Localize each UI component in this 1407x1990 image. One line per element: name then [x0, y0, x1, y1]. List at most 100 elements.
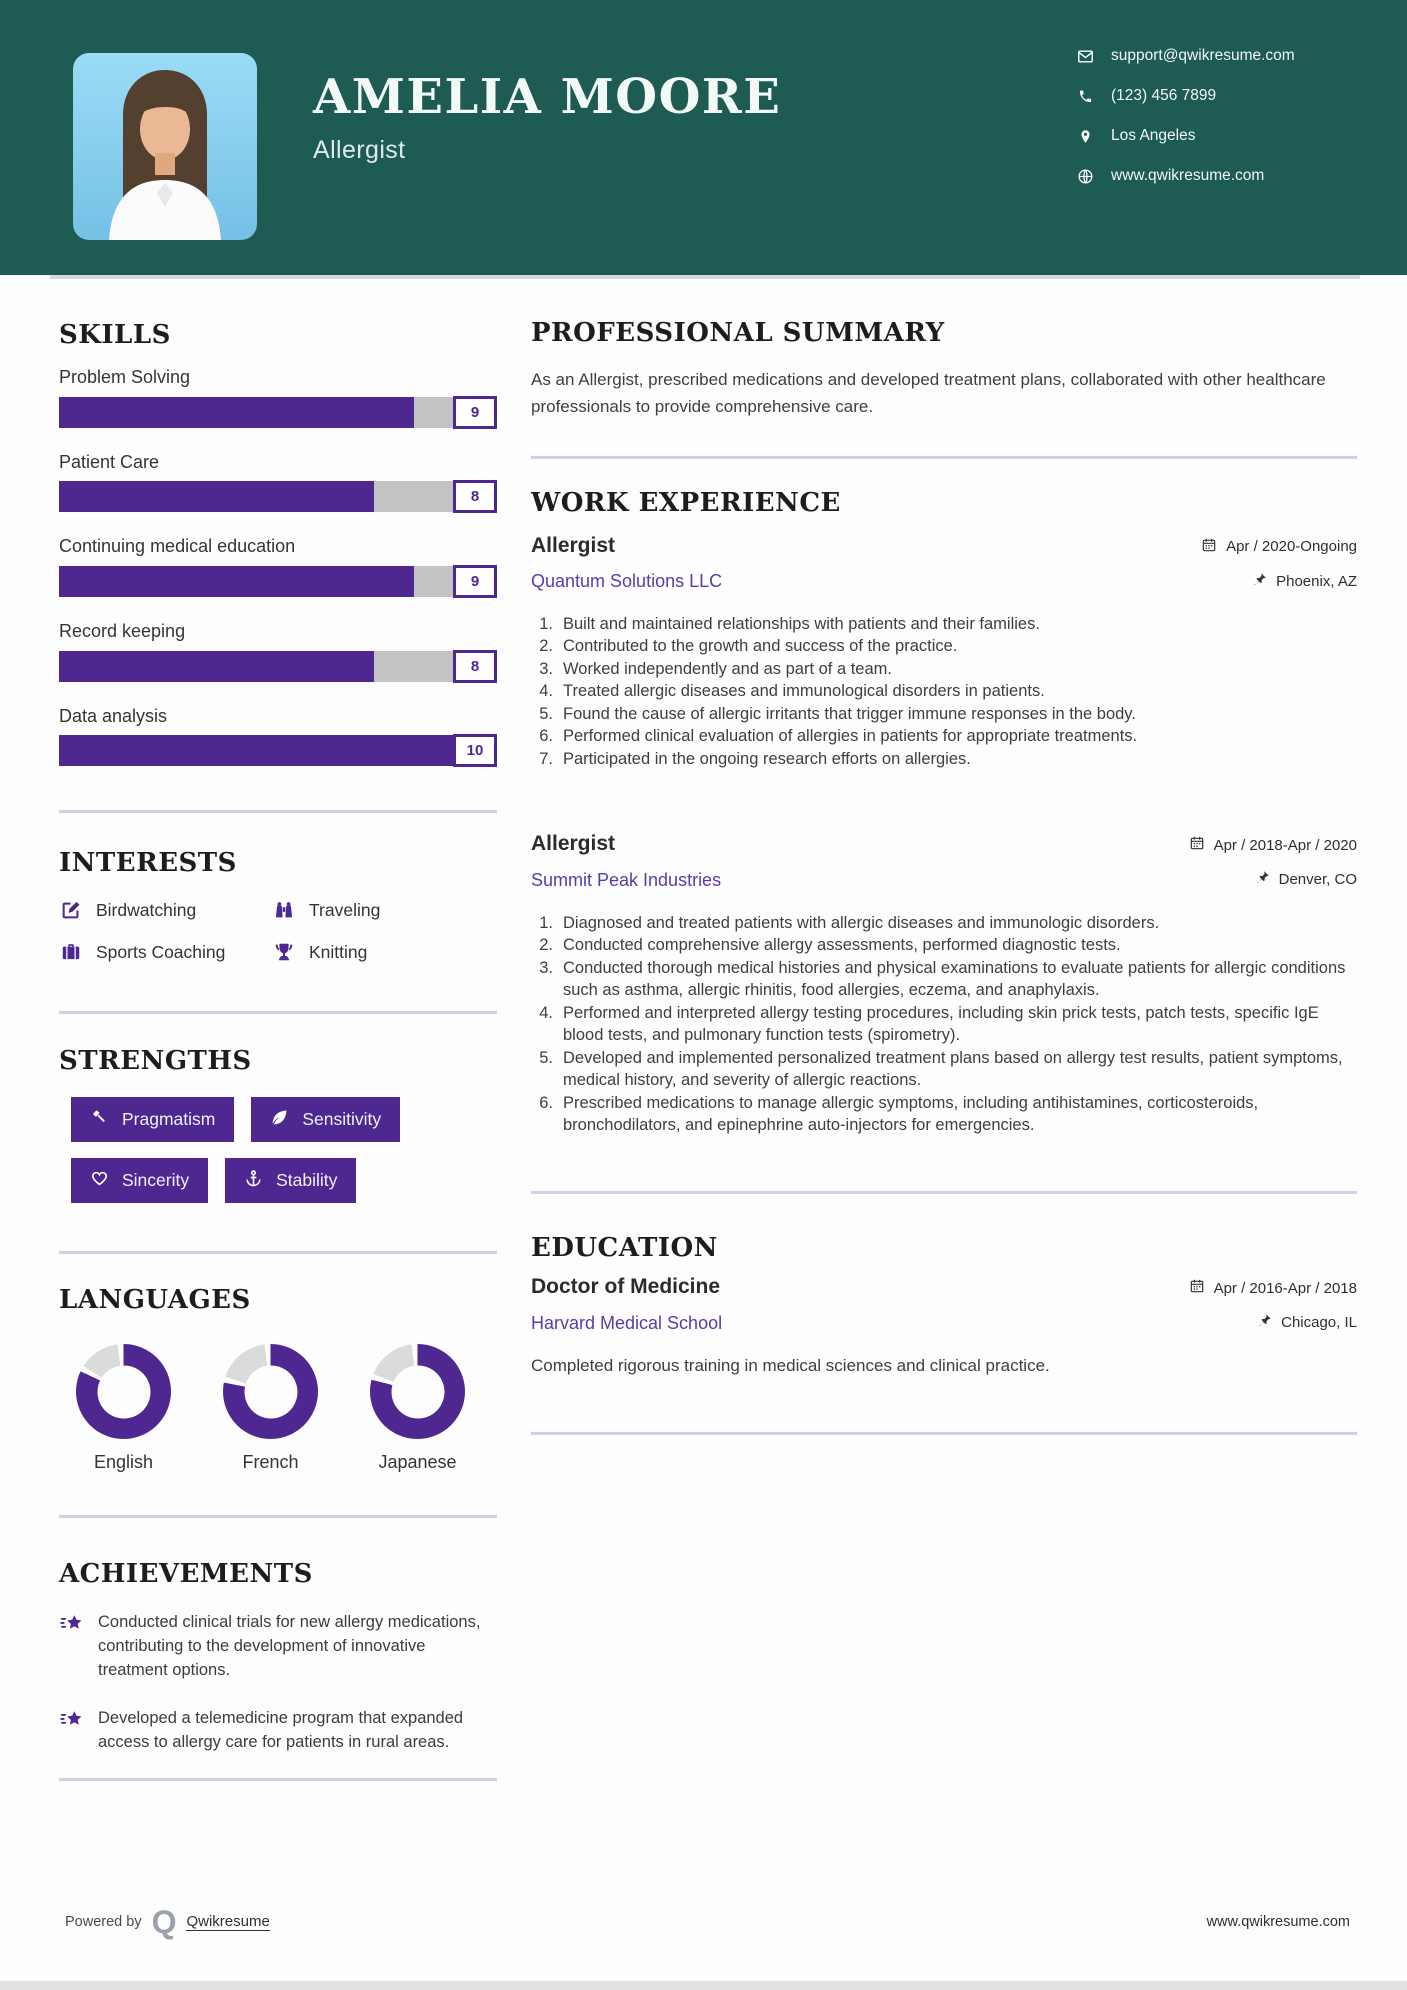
languages-row: English French Japanese — [76, 1344, 497, 1473]
contact-email-text: support@qwikresume.com — [1111, 47, 1295, 64]
job-entry: Allergist Summit Peak Industries Apr / 2… — [531, 832, 1357, 1136]
education-meta: Apr / 2016-Apr / 2018 Chicago, IL — [1189, 1275, 1357, 1332]
content: SKILLS Problem Solving 9 Patient Care 8 — [0, 275, 1407, 1781]
strength-badge: Pragmatism — [71, 1097, 235, 1143]
section-divider — [531, 1431, 1357, 1435]
strength-badge: Stability — [225, 1158, 357, 1204]
skill-label: Record keeping — [59, 620, 186, 641]
interest-label: Traveling — [309, 899, 381, 920]
strength-badge: Sensitivity — [251, 1097, 401, 1143]
phone-icon — [1076, 89, 1094, 104]
skill-score-badge: 9 — [453, 564, 497, 598]
contact-list: support@qwikresume.com (123) 456 7899 Lo… — [1076, 47, 1295, 185]
contact-phone[interactable]: (123) 456 7899 — [1076, 87, 1295, 105]
interests-section: INTERESTS Birdwatching Traveling — [59, 848, 497, 1015]
section-divider — [59, 810, 497, 814]
language-label: French — [242, 1452, 299, 1472]
skill-bar-fill — [59, 650, 375, 682]
job-location: Phoenix, AZ — [1201, 572, 1357, 591]
job-bullet-list: Built and maintained relationships with … — [531, 613, 1357, 771]
job-dates: Apr / 2018-Apr / 2020 — [1189, 835, 1357, 855]
job-title-block: Allergist Quantum Solutions LLC — [531, 534, 722, 592]
globe-icon — [1076, 168, 1094, 185]
job-location-text: Phoenix, AZ — [1276, 572, 1357, 590]
job-bullet: Performed clinical evaluation of allergi… — [531, 725, 1138, 747]
skill-row: Problem Solving 9 — [59, 367, 497, 429]
language-item: French — [223, 1344, 318, 1473]
strengths-heading: STRENGTHS — [59, 1046, 252, 1077]
job-bullet-list: Diagnosed and treated patients with alle… — [531, 912, 1357, 1137]
contact-location-text: Los Angeles — [1111, 127, 1196, 144]
interest-item: Birdwatching — [59, 899, 272, 921]
contact-website[interactable]: www.qwikresume.com — [1076, 167, 1295, 185]
education-school[interactable]: Harvard Medical School — [531, 1312, 723, 1333]
strength-label: Sensitivity — [302, 1109, 382, 1130]
job-header: Allergist Quantum Solutions LLC Apr / 20… — [531, 534, 1357, 592]
profile-photo — [73, 53, 257, 240]
leaf-icon — [270, 1108, 289, 1132]
skill-row: Patient Care 8 — [59, 451, 497, 514]
language-item: Japanese — [370, 1344, 465, 1473]
job-bullet: Found the cause of allergic irritants th… — [531, 703, 1136, 725]
section-divider — [531, 1190, 1357, 1194]
education-location-text: Chicago, IL — [1281, 1314, 1357, 1332]
education-heading: EDUCATION — [531, 1232, 718, 1263]
job-company[interactable]: Quantum Solutions LLC — [531, 570, 723, 591]
person-name: AMELIA MOORE — [313, 69, 782, 125]
job-dates-text: Apr / 2018-Apr / 2020 — [1213, 836, 1357, 854]
powered-by-block: Powered by Q Qwikresume — [65, 1906, 270, 1938]
achievement-item: Developed a telemedicine program that ex… — [59, 1706, 497, 1754]
contact-website-text: www.qwikresume.com — [1111, 167, 1265, 184]
job-entry: Allergist Quantum Solutions LLC Apr / 20… — [531, 534, 1357, 771]
section-divider — [59, 1777, 497, 1781]
interests-heading: INTERESTS — [59, 848, 237, 879]
skill-score-badge: 8 — [453, 649, 497, 683]
job-bullet: Treated allergic diseases and immunologi… — [531, 680, 1045, 702]
shooting-star-icon — [59, 1610, 85, 1636]
skills-section: SKILLS Problem Solving 9 Patient Care 8 — [59, 320, 497, 814]
education-section: EDUCATION Doctor of Medicine Harvard Med… — [531, 1232, 1357, 1435]
interest-item: Sports Coaching — [59, 941, 272, 963]
person-title: Allergist — [313, 136, 406, 165]
binoculars-icon — [272, 899, 296, 921]
skill-bar-fill — [59, 565, 414, 597]
language-label: English — [93, 1452, 154, 1472]
contact-email[interactable]: support@qwikresume.com — [1076, 47, 1295, 65]
strengths-row: Sincerity Stability — [71, 1158, 497, 1204]
job-title-block: Allergist Summit Peak Industries — [531, 832, 721, 890]
footer-site-link[interactable]: www.qwikresume.com — [1206, 1914, 1350, 1930]
skill-row: Continuing medical education 9 — [59, 536, 497, 598]
pushpin-icon — [1255, 870, 1270, 889]
achievement-item: Conducted clinical trials for new allerg… — [59, 1610, 497, 1682]
job-meta: Apr / 2018-Apr / 2020 Denver, CO — [1189, 832, 1357, 889]
education-dates-text: Apr / 2016-Apr / 2018 — [1213, 1279, 1357, 1297]
page-bottom-strip — [0, 1981, 1407, 1990]
job-location-text: Denver, CO — [1278, 871, 1357, 889]
language-donut-chart — [370, 1344, 465, 1439]
skill-score-badge: 10 — [453, 734, 497, 768]
anchor-icon — [244, 1169, 263, 1193]
strength-label: Pragmatism — [122, 1109, 216, 1130]
education-location: Chicago, IL — [1189, 1313, 1357, 1332]
language-label: Japanese — [378, 1452, 457, 1472]
portrait-illustration — [109, 70, 221, 240]
section-divider — [59, 1515, 497, 1518]
job-bullet: Diagnosed and treated patients with alle… — [531, 912, 1160, 934]
job-bullet: Performed and interpreted allergy testin… — [531, 1002, 1319, 1045]
achievements-section: ACHIEVEMENTS Conducted clinical trials f… — [59, 1559, 497, 1781]
qwikresume-link[interactable]: Qwikresume — [186, 1913, 270, 1931]
contact-phone-text: (123) 456 7899 — [1111, 87, 1217, 104]
languages-section: LANGUAGES English French Japanese — [59, 1285, 497, 1518]
interest-item: Knitting — [272, 941, 497, 963]
job-bullet: Worked independently and as part of a te… — [531, 658, 892, 680]
skill-label: Patient Care — [59, 451, 160, 472]
education-degree: Doctor of Medicine — [531, 1275, 721, 1299]
job-company[interactable]: Summit Peak Industries — [531, 869, 722, 890]
job-position: Allergist — [531, 533, 616, 557]
skill-bar: 9 — [59, 395, 497, 429]
skill-bar: 8 — [59, 480, 497, 514]
edit-icon — [59, 899, 83, 921]
interest-label: Sports Coaching — [96, 941, 226, 962]
skill-bar: 10 — [59, 734, 497, 768]
education-dates: Apr / 2016-Apr / 2018 — [1189, 1278, 1357, 1298]
